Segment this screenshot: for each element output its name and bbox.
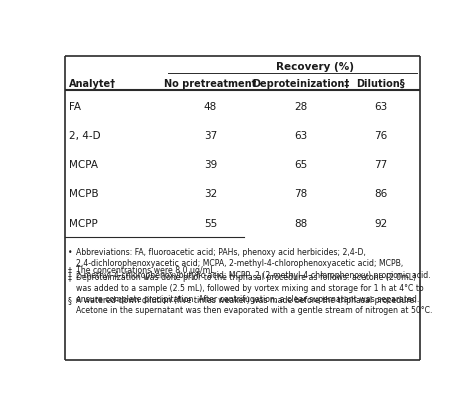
Text: Deproteinization was done prior to the triphasal procedure as follows: acetone (: Deproteinization was done prior to the t… — [76, 273, 433, 315]
Text: Recovery (%): Recovery (%) — [276, 62, 355, 72]
Text: 77: 77 — [374, 160, 388, 170]
Text: MCPB: MCPB — [69, 189, 98, 199]
Text: 76: 76 — [374, 131, 388, 140]
Text: 32: 32 — [204, 189, 217, 199]
Text: MCPP: MCPP — [69, 218, 97, 228]
Text: Abbreviations: FA, fluoroacetic acid; PAHs, phenoxy acid herbicides; 2,4-D,
2,4-: Abbreviations: FA, fluoroacetic acid; PA… — [76, 248, 431, 279]
Text: 78: 78 — [294, 189, 308, 199]
Text: ‡: ‡ — [68, 265, 72, 274]
Text: The concentrations were 8.0 μg/mL.: The concentrations were 8.0 μg/mL. — [76, 265, 217, 274]
Text: 48: 48 — [204, 102, 217, 112]
Text: 65: 65 — [294, 160, 308, 170]
Text: Analyte†: Analyte† — [69, 78, 116, 88]
Text: Dilution§: Dilution§ — [356, 78, 405, 88]
Text: FA: FA — [69, 102, 81, 112]
Text: 2, 4-D: 2, 4-D — [69, 131, 100, 140]
Text: 63: 63 — [294, 131, 308, 140]
Text: Deproteinization‡: Deproteinization‡ — [253, 78, 350, 88]
Text: 92: 92 — [374, 218, 388, 228]
Text: MCPA: MCPA — [69, 160, 98, 170]
Text: No pretreatment: No pretreatment — [164, 78, 256, 88]
Text: 39: 39 — [204, 160, 217, 170]
Text: 55: 55 — [204, 218, 217, 228]
Text: •: • — [68, 248, 72, 257]
Text: §: § — [68, 295, 72, 304]
Text: 86: 86 — [374, 189, 388, 199]
Text: ‡: ‡ — [68, 273, 72, 281]
Text: 88: 88 — [294, 218, 308, 228]
Text: 37: 37 — [204, 131, 217, 140]
Text: 63: 63 — [374, 102, 388, 112]
Text: A watered-down dilution (five times weaker) was made before the triphasal proced: A watered-down dilution (five times weak… — [76, 295, 417, 304]
Text: 28: 28 — [294, 102, 308, 112]
